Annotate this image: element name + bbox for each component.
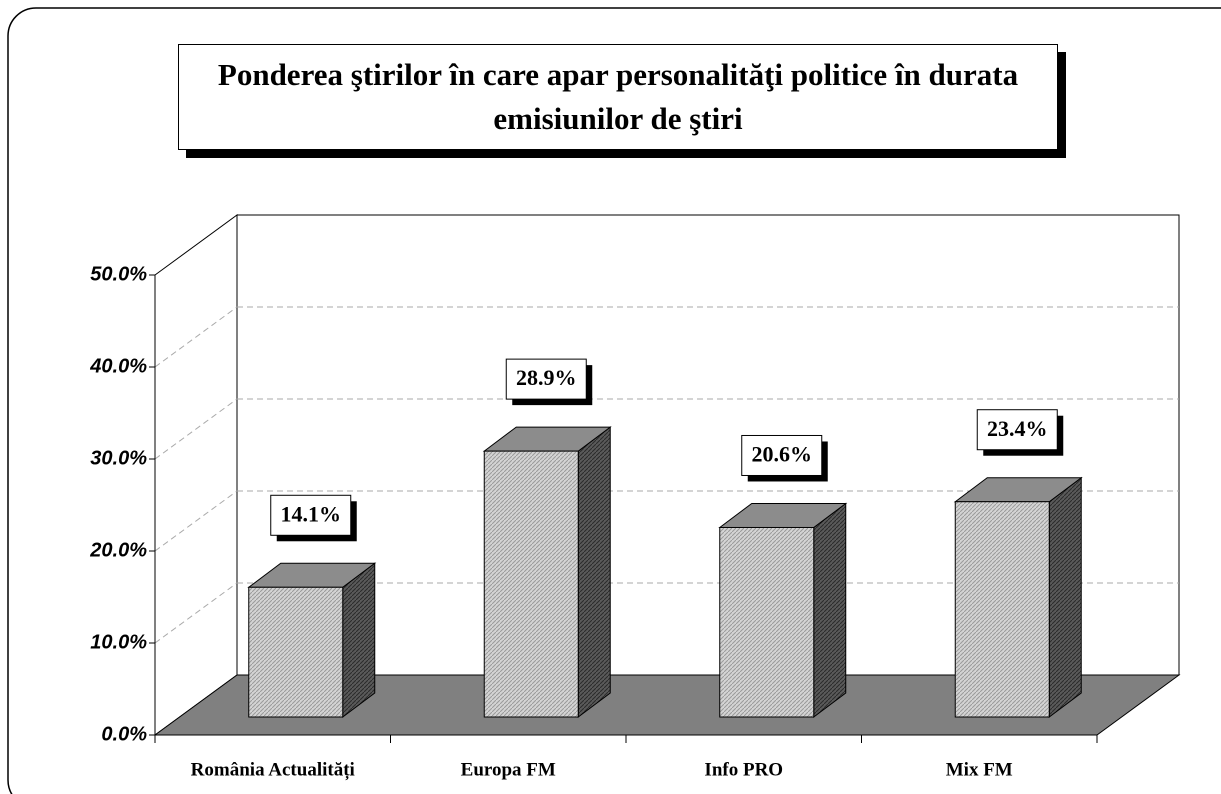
bar-side <box>342 562 376 718</box>
bar <box>954 501 1050 718</box>
y-tick-label: 10.0% <box>90 631 147 653</box>
frame <box>7 7 1221 794</box>
bar-side <box>577 426 611 718</box>
y-tick-label: 50.0% <box>90 263 147 285</box>
bar <box>719 526 815 718</box>
value-label: 23.4% <box>987 416 1048 441</box>
y-tick-label: 30.0% <box>90 447 147 469</box>
bar-side <box>813 502 847 718</box>
side-wall <box>154 214 238 736</box>
y-tick-label: 20.0% <box>89 539 147 561</box>
x-tick-label: Info PRO <box>704 759 783 780</box>
x-tick-label: Mix FM <box>946 759 1013 780</box>
chart-title: Ponderea ştirilor în care apar personali… <box>178 44 1058 150</box>
value-label: 20.6% <box>752 442 813 467</box>
value-label-box <box>505 358 587 400</box>
bar-side <box>1048 476 1082 718</box>
grid-line <box>154 306 238 368</box>
value-label-box <box>741 434 823 476</box>
bar <box>248 586 344 718</box>
x-tick-label: România Actualități <box>191 759 355 780</box>
value-label: 14.1% <box>281 501 342 526</box>
y-tick-label: 40.0% <box>89 355 147 377</box>
floor <box>153 674 1181 736</box>
value-label: 28.9% <box>516 365 577 390</box>
y-tick-label: 0.0% <box>101 723 147 745</box>
grid-line <box>154 398 238 460</box>
value-label-box <box>976 409 1058 451</box>
grid-line <box>154 490 238 552</box>
bar <box>483 450 579 718</box>
value-label-box <box>270 494 352 536</box>
x-tick-label: Europa FM <box>461 759 556 780</box>
grid-line <box>154 582 238 644</box>
